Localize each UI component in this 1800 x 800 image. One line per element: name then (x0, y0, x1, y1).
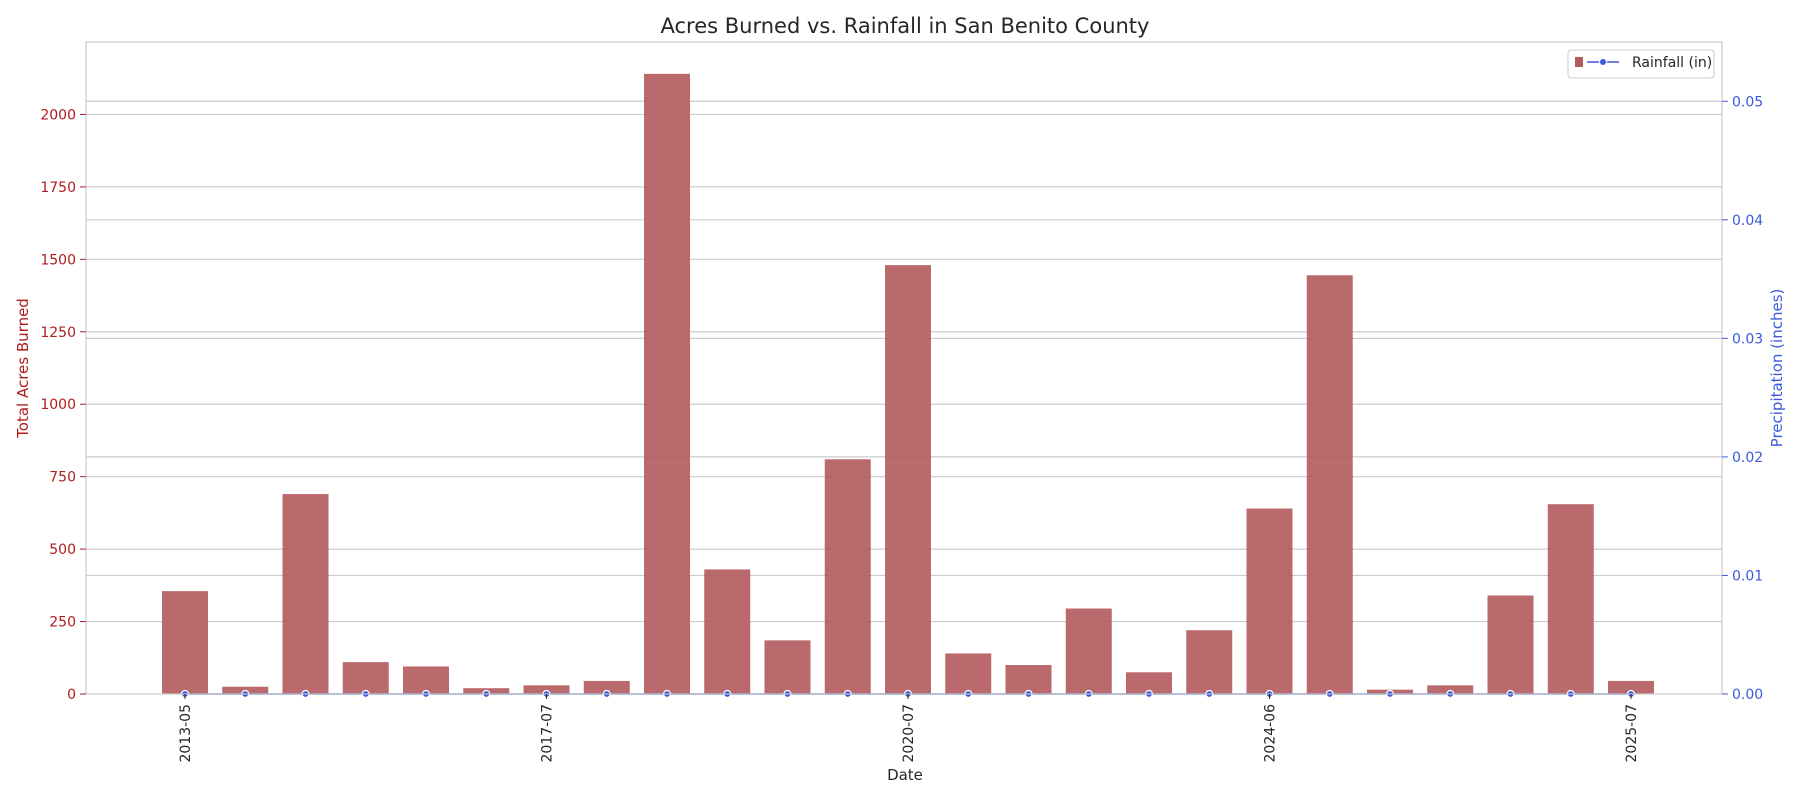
legend-bar-swatch (1575, 57, 1583, 67)
bar (1608, 680, 1654, 694)
bar (403, 666, 449, 694)
bar (1427, 685, 1474, 694)
bar (704, 569, 751, 694)
bar (644, 73, 690, 695)
x-axis-label: Date (887, 766, 923, 784)
y-tick-label-left: 2000 (40, 107, 76, 123)
y-tick-label-left: 1500 (40, 252, 76, 268)
y-tick-label-left: 1750 (40, 180, 76, 196)
x-tick-label: 2024-06 (1263, 704, 1279, 763)
bar (945, 653, 992, 694)
y-tick-label-left: 500 (49, 542, 76, 558)
y-axis-label-right: Precipitation (inches) (1768, 289, 1786, 448)
y-tick-label-right: 0.01 (1732, 568, 1763, 584)
bar (1126, 672, 1172, 694)
y-tick-label-left: 1250 (40, 325, 76, 341)
right-y-axis: 0.00 0.01 0.02 0.03 0.04 0.05 (1722, 94, 1763, 703)
bar (1005, 665, 1052, 694)
bar (824, 459, 871, 694)
x-axis: 2013-05 2017-07 2020-07 2024-06 2025-07 (178, 694, 1640, 763)
bar (764, 640, 811, 694)
bar (885, 265, 931, 694)
x-tick-label: 2025-07 (1624, 704, 1640, 763)
y-axis-label-left: Total Acres Burned (14, 298, 32, 439)
y-tick-label-left: 1000 (40, 397, 76, 413)
y-tick-label-right: 0.04 (1732, 213, 1763, 229)
bar (583, 680, 630, 694)
y-tick-label-right: 0.03 (1732, 331, 1763, 347)
bar (282, 494, 329, 694)
y-tick-label-left: 250 (49, 615, 76, 631)
x-tick-label: 2013-05 (178, 704, 194, 763)
bar (162, 591, 208, 694)
y-tick-label-left: 750 (49, 470, 76, 486)
y-tick-label-right: 0.00 (1732, 687, 1763, 703)
y-tick-label-left: 0 (67, 687, 76, 703)
x-tick-label: 2017-07 (540, 704, 556, 763)
left-y-axis: 0 250 500 750 1000 1250 1500 1750 2000 (40, 107, 86, 703)
legend: Rainfall (in) (1567, 49, 1715, 79)
chart-title: Acres Burned vs. Rainfall in San Benito … (661, 14, 1150, 38)
y-tick-label-right: 0.02 (1732, 450, 1763, 466)
bar (1186, 630, 1233, 694)
y-tick-label-right: 0.05 (1732, 94, 1763, 110)
bar (1065, 608, 1112, 694)
bar (1306, 275, 1353, 694)
legend-line-marker (1599, 58, 1607, 66)
bar (342, 662, 389, 694)
legend-label-rainfall: Rainfall (in) (1632, 55, 1712, 71)
legend-box (1567, 49, 1715, 79)
plot-frame (85, 41, 1723, 695)
bar-series (162, 73, 1654, 695)
bar (1487, 595, 1534, 694)
x-tick-label: 2020-07 (901, 704, 917, 763)
bar (1547, 504, 1594, 694)
bar (523, 685, 570, 694)
bar (1246, 508, 1293, 694)
